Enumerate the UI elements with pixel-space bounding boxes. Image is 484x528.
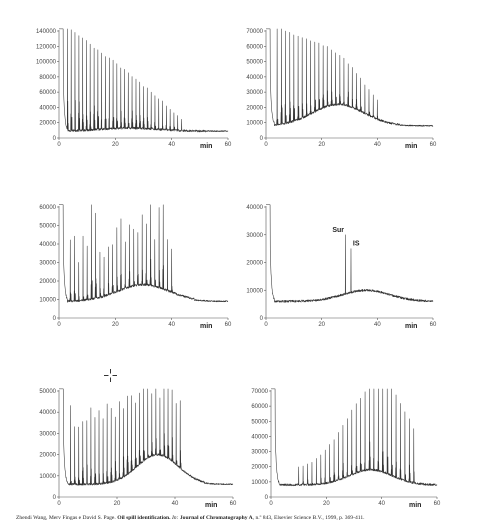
y-tick-label: 20000: [39, 279, 56, 285]
y-tick-label: 20000: [39, 121, 56, 127]
y-tick-label: 0: [260, 136, 264, 142]
y-tick-label: 20000: [39, 453, 56, 459]
y-tick-label: 10000: [39, 474, 56, 480]
y-tick-label: 30000: [39, 431, 56, 437]
y-tick-label: 30000: [39, 261, 56, 267]
chromatogram-trace: [58, 28, 229, 133]
y-tick-label: 0: [53, 495, 57, 501]
citation-in: In:: [171, 515, 179, 521]
y-tick-label: 10000: [251, 480, 268, 486]
y-tick-label: 70000: [246, 29, 263, 35]
y-tick-label: 0: [53, 316, 57, 322]
x-tick-label: 0: [264, 142, 268, 148]
crosshair-cursor-icon: [104, 369, 117, 382]
x-tick-label: 60: [225, 142, 232, 148]
x-tick-label: 40: [378, 501, 385, 507]
x-tick-label: 40: [168, 322, 175, 328]
chart-panel-bottom-left: 0 10000 20000 30000 40000 50000 0 20 40 60 min: [39, 388, 237, 509]
chart-panel-top-right: 0 10000 20000 30000 40000 50000 60000 70000 0 20 4…: [246, 28, 437, 150]
chart-panel-bottom-right: 0 10000 20000 30000 40000 50000 60000 70000 0 20 4…: [251, 388, 441, 509]
y-tick-label: 20000: [246, 105, 263, 111]
y-tick-label: 60000: [251, 404, 268, 410]
chromatogram-trace: [58, 388, 234, 486]
x-axis-unit-label: min: [409, 502, 421, 509]
citation-rest: , n.º 843, Elsevier Science B.V., 1999, …: [252, 515, 365, 521]
y-tick-label: 40000: [39, 105, 56, 111]
x-tick-label: 0: [57, 501, 61, 507]
x-axis-unit-label: min: [405, 323, 417, 330]
x-tick-label: 40: [374, 142, 381, 148]
y-tick-label: 50000: [246, 60, 263, 66]
x-tick-label: 60: [430, 322, 437, 328]
x-tick-label: 40: [168, 142, 175, 148]
x-tick-label: 20: [318, 142, 325, 148]
x-axis-unit-label: min: [200, 143, 212, 150]
chromatogram-trace: [58, 204, 229, 303]
figure-citation: Zhendi Wang, Merv Fingas e David S. Page…: [16, 515, 476, 521]
citation-title: Oil spill identification.: [117, 515, 171, 521]
y-tick-label: 140000: [36, 29, 57, 35]
y-tick-label: 40000: [246, 205, 263, 211]
peak-annotation-is: IS: [353, 241, 360, 248]
y-tick-label: 20000: [251, 465, 268, 471]
y-tick-label: 40000: [251, 434, 268, 440]
citation-authors: Zhendi Wang, Merv Fingas e David S. Page…: [16, 515, 116, 521]
y-tick-label: 0: [53, 136, 57, 142]
x-axis-unit-label: min: [205, 502, 217, 509]
y-tick-label: 50000: [251, 419, 268, 425]
y-tick-label: 30000: [251, 450, 268, 456]
chart-panel-middle-left: 0 10000 20000 30000 40000 50000 60000 0 20 40 60 mi…: [39, 204, 232, 330]
y-tick-label: 20000: [246, 261, 263, 267]
x-tick-label: 60: [434, 501, 441, 507]
x-axis-unit-label: min: [405, 143, 417, 150]
y-tick-label: 30000: [246, 233, 263, 239]
y-tick-label: 0: [260, 316, 264, 322]
x-tick-label: 20: [323, 501, 330, 507]
peak-annotation-sur: Sur: [332, 227, 344, 234]
y-tick-label: 60000: [39, 90, 56, 96]
y-tick-label: 40000: [246, 75, 263, 81]
x-tick-label: 40: [172, 501, 179, 507]
y-tick-label: 40000: [39, 242, 56, 248]
y-tick-label: 10000: [39, 298, 56, 304]
x-tick-label: 0: [264, 322, 268, 328]
x-axis-unit-label: min: [200, 323, 212, 330]
y-tick-label: 50000: [39, 224, 56, 230]
x-tick-label: 0: [269, 501, 273, 507]
y-tick-label: 70000: [251, 389, 268, 395]
citation-journal: Journal of Chromatography A: [179, 515, 253, 521]
x-tick-label: 20: [112, 142, 119, 148]
x-tick-label: 0: [57, 142, 61, 148]
chart-panel-middle-right: 0 10000 20000 30000 40000 0 20 40 60 min Sur IS: [246, 204, 437, 330]
y-tick-label: 100000: [36, 60, 57, 66]
y-tick-label: 10000: [246, 288, 263, 294]
chromatogram-trace: [265, 28, 434, 127]
y-tick-label: 120000: [36, 44, 57, 50]
x-tick-label: 60: [225, 322, 232, 328]
chromatogram-trace: [270, 388, 438, 487]
y-tick-label: 0: [265, 495, 269, 501]
y-tick-label: 50000: [39, 389, 56, 395]
x-tick-label: 0: [57, 322, 61, 328]
y-tick-label: 10000: [246, 121, 263, 127]
x-tick-label: 60: [230, 501, 237, 507]
x-tick-label: 60: [430, 142, 437, 148]
chart-panel-top-left: 0 20000 40000 60000 80000 100000 120000 140000 0…: [36, 28, 232, 150]
y-tick-label: 30000: [246, 90, 263, 96]
y-tick-label: 40000: [39, 410, 56, 416]
y-tick-label: 60000: [39, 205, 56, 211]
y-tick-label: 80000: [39, 75, 56, 81]
y-tick-label: 60000: [246, 44, 263, 50]
x-tick-label: 20: [112, 322, 119, 328]
x-tick-label: 40: [374, 322, 381, 328]
x-tick-label: 20: [318, 322, 325, 328]
x-tick-label: 20: [114, 501, 121, 507]
chromatogram-trace: [265, 204, 434, 303]
